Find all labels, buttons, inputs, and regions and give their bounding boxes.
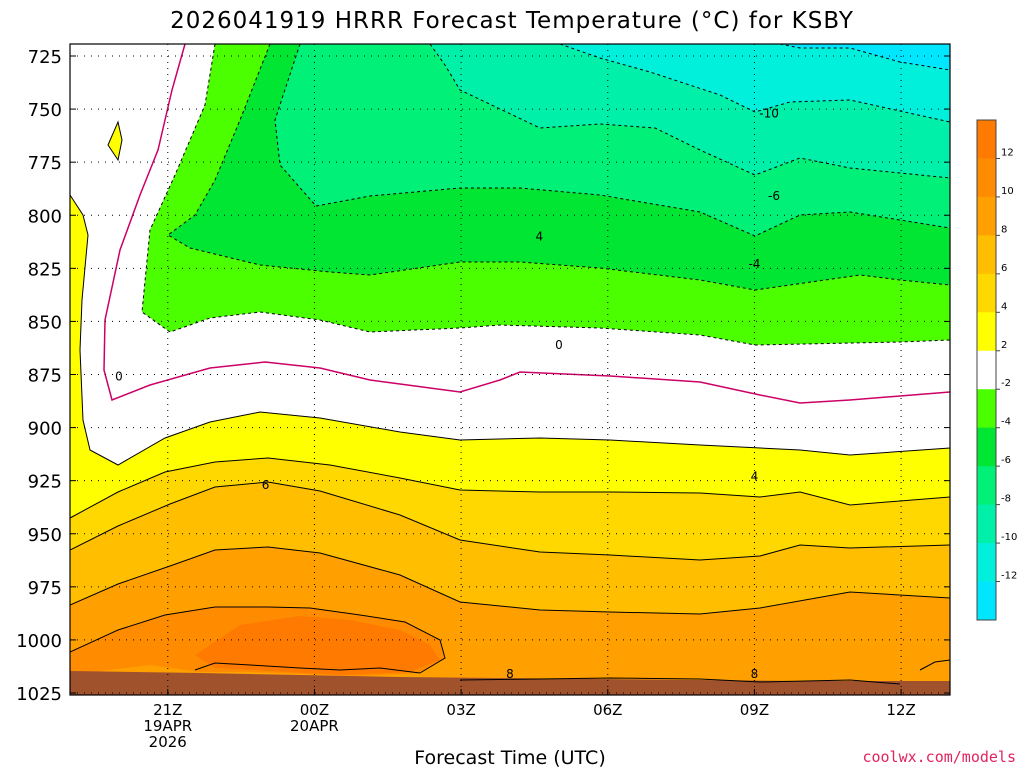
contour-label: 0 (555, 338, 563, 352)
colorbar-tick-label: -2 (1001, 378, 1011, 389)
colorbar-tick-label: 6 (1001, 263, 1007, 274)
contour-label: 8 (506, 667, 514, 681)
band-minus10-to-minus12 (560, 44, 950, 122)
contour-label: -10 (759, 106, 779, 120)
colorbar-swatch (977, 466, 996, 506)
contour-4 (70, 457, 950, 519)
colorbar-tick-label: 8 (1001, 224, 1007, 235)
x-tick-label: 12Z (886, 701, 915, 719)
contour-minus10 (559, 44, 950, 123)
contour-minus12 (779, 44, 950, 71)
x-tick-label: 20APR (290, 717, 339, 735)
y-tick-label: 725 (28, 47, 62, 68)
contour-2 (70, 194, 950, 466)
contour-label: 6 (262, 478, 270, 492)
credit-text[interactable]: coolwx.com/models (862, 748, 1016, 766)
colorbar-tick-label: 2 (1001, 340, 1007, 351)
colorbar-swatch (977, 543, 996, 583)
colorbar-tick-label: -6 (1001, 455, 1011, 466)
contour-zero (103, 44, 950, 404)
y-tick-label: 775 (28, 153, 62, 174)
contour-12 (194, 662, 421, 674)
colorbar-swatch (977, 427, 996, 467)
plot-frame (69, 43, 951, 696)
chart-title: 2026041919 HRRR Forecast Temperature (°C… (170, 8, 854, 34)
contour-label: -6 (768, 189, 780, 203)
contour-8-lower (459, 677, 901, 685)
colorbar-tick-label: -8 (1001, 494, 1011, 505)
x-tick-label: 21Z (153, 701, 182, 719)
colorbar-swatch (977, 312, 996, 352)
contour-8-right (919, 659, 950, 671)
colorbar-tick-label: 4 (1001, 301, 1007, 312)
contour-lines (70, 44, 950, 685)
contour-minus6 (274, 44, 950, 237)
colorbar-swatch (977, 273, 996, 313)
y-axis-ticks: 7257507758008258508759009259509751000102… (16, 47, 950, 705)
contour-label: 4 (536, 229, 544, 243)
band-below-minus12 (780, 44, 950, 70)
colorbar-swatch (977, 350, 996, 390)
warm-cell (107, 120, 123, 162)
terrain-mask (70, 671, 950, 695)
x-tick-label: 00Z (300, 701, 329, 719)
y-tick-label: 850 (28, 312, 62, 333)
colorbar-swatch (977, 196, 996, 236)
y-tick-label: 875 (28, 366, 62, 387)
colorbar-tick-label: 12 (1001, 147, 1014, 158)
x-tick-label: 09Z (740, 701, 769, 719)
y-tick-label: 925 (28, 472, 62, 493)
colorbar-swatch (977, 581, 996, 621)
contour-minus8 (429, 44, 950, 179)
y-tick-label: 900 (28, 419, 62, 440)
grid-lines (70, 44, 950, 695)
colorbar-swatch (977, 120, 996, 159)
x-axis-label: Forecast Time (UTC) (414, 747, 605, 768)
colorbar-swatch (977, 235, 996, 275)
x-tick-label: 06Z (593, 701, 622, 719)
colorbar-swatch (977, 158, 996, 198)
colorbar-tick-label: 10 (1001, 186, 1014, 197)
contour-label: 8 (751, 667, 759, 681)
x-tick-label: 19APR (143, 717, 192, 735)
contour-8 (70, 546, 950, 615)
y-tick-label: 825 (28, 259, 62, 280)
y-tick-label: 1025 (16, 684, 62, 705)
colorbar-tick-label: -12 (1001, 571, 1017, 582)
colorbar-tick-label: -10 (1001, 532, 1017, 543)
y-tick-label: 750 (28, 100, 62, 121)
contour-6 (70, 481, 950, 561)
contour-minus2 (141, 44, 950, 346)
contour-label: 0 (115, 370, 123, 384)
colorbar-swatch (977, 504, 996, 544)
colorbar-frame (976, 119, 997, 621)
colorbar-swatch (977, 389, 996, 429)
y-tick-label: 800 (28, 206, 62, 227)
contour-label: 4 (751, 469, 759, 483)
y-tick-label: 1000 (16, 631, 62, 652)
x-tick-label: 03Z (446, 701, 475, 719)
contour-10 (70, 606, 446, 674)
band-12-to-14 (195, 616, 440, 675)
colorbar: 12 10 8 6 4 2 -2 -4 -6 -8 -10 -12 (976, 119, 1017, 621)
contour-minus4 (167, 44, 950, 291)
temperature-bands (70, 44, 950, 695)
x-tick-label: 2026 (149, 733, 187, 751)
contour-label: -4 (748, 257, 760, 271)
y-tick-label: 950 (28, 525, 62, 546)
contour-labels: -10 -6 4 -4 0 0 6 4 8 8 (115, 106, 780, 681)
colorbar-tick-label: -4 (1001, 417, 1011, 428)
y-tick-label: 975 (28, 578, 62, 599)
